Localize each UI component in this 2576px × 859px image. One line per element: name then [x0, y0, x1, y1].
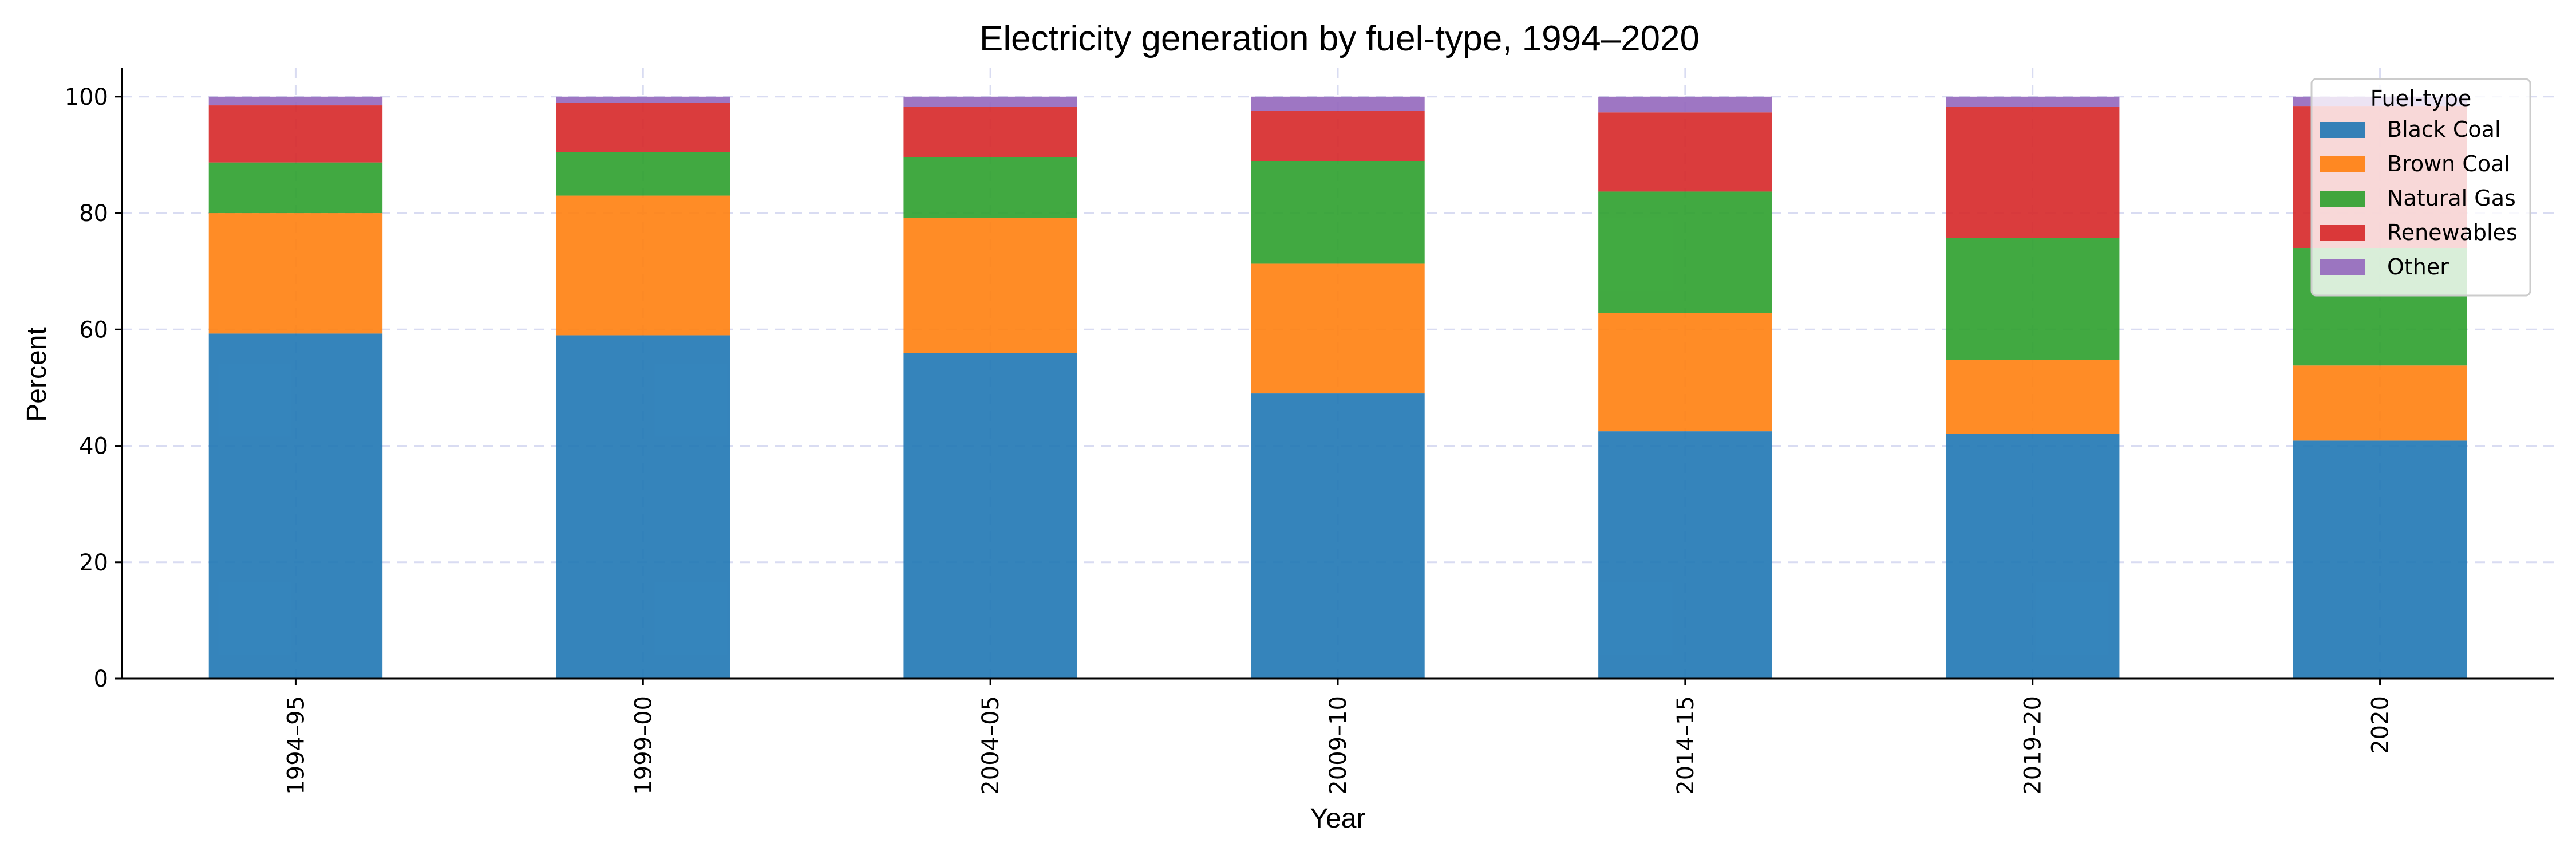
bar-segment	[903, 353, 1077, 679]
legend: Fuel-type Black Coal Brown Coal Natural Ga…	[2310, 78, 2531, 297]
bar-segment	[1251, 96, 1425, 111]
x-tick-label: 1999–00	[630, 696, 657, 795]
y-tick-label: 60	[79, 317, 108, 343]
bar-segment	[1946, 107, 2120, 238]
bar-segment	[556, 152, 730, 196]
bar-segment	[556, 96, 730, 103]
legend-swatch	[2320, 156, 2365, 172]
bar-segment	[1598, 112, 1772, 192]
bar-segment	[903, 157, 1077, 218]
tick-labels: 0 20 40 60 80 100 1994–95 1999–00 2004–05 2009–10…	[65, 84, 2394, 795]
bar-segment	[208, 213, 383, 334]
bar-segment	[208, 333, 383, 679]
legend-swatch	[2320, 259, 2365, 275]
y-tick-label: 40	[79, 434, 108, 460]
y-axis-label: Percent	[22, 327, 52, 421]
legend-swatch	[2320, 225, 2365, 241]
bar-segment	[1946, 434, 2120, 679]
bar-segment	[208, 162, 383, 214]
bar-segment	[556, 103, 730, 152]
y-tick-label: 0	[94, 666, 108, 692]
legend-label: Black Coal	[2387, 117, 2501, 142]
legend-label: Other	[2387, 254, 2449, 279]
x-tick-label: 2019–20	[2020, 696, 2046, 795]
legend-frame	[2310, 78, 2531, 297]
legend-label: Natural Gas	[2387, 186, 2516, 211]
bar-segment	[2293, 365, 2467, 441]
bar-segment	[1251, 393, 1425, 679]
chart-title: Electricity generation by fuel-type, 199…	[979, 19, 1700, 58]
bar-segment	[903, 107, 1077, 157]
legend-title: Fuel-type	[2370, 86, 2471, 111]
bar-segment	[1946, 238, 2120, 360]
x-tick-label: 2020	[2368, 696, 2394, 754]
y-tick-label: 80	[79, 200, 108, 227]
bar-segment	[556, 195, 730, 336]
bar-segment	[2293, 440, 2467, 679]
y-tick-label: 20	[79, 550, 108, 576]
x-tick-label: 2009–10	[1325, 696, 1352, 795]
bars	[208, 96, 2467, 679]
legend-items: Black Coal Brown Coal Natural Gas Renewable…	[2320, 117, 2518, 279]
legend-swatch	[2320, 122, 2365, 138]
axes	[115, 68, 2554, 685]
bar-segment	[1598, 191, 1772, 313]
bar-segment	[1598, 96, 1772, 113]
x-tick-label: 2014–15	[1673, 696, 1699, 795]
x-tick-label: 2004–05	[978, 696, 1004, 795]
bar-segment	[1598, 313, 1772, 432]
bar-segment	[903, 218, 1077, 353]
legend-label: Brown Coal	[2387, 151, 2510, 176]
legend-label: Renewables	[2387, 220, 2518, 245]
bar-segment	[1251, 161, 1425, 264]
grid	[122, 68, 2554, 679]
x-tick-label: 1994–95	[283, 696, 309, 795]
bar-segment	[903, 96, 1077, 107]
bar-segment	[1251, 263, 1425, 394]
x-axis-label: Year	[1310, 803, 1366, 834]
bar-segment	[1251, 111, 1425, 161]
bar-segment	[556, 335, 730, 679]
bar-segment	[1946, 360, 2120, 434]
bar-segment	[208, 96, 383, 106]
bar-segment	[1598, 431, 1772, 679]
bar-segment	[1946, 96, 2120, 107]
bar-segment	[208, 105, 383, 163]
legend-swatch	[2320, 191, 2365, 207]
y-tick-label: 100	[65, 84, 108, 111]
